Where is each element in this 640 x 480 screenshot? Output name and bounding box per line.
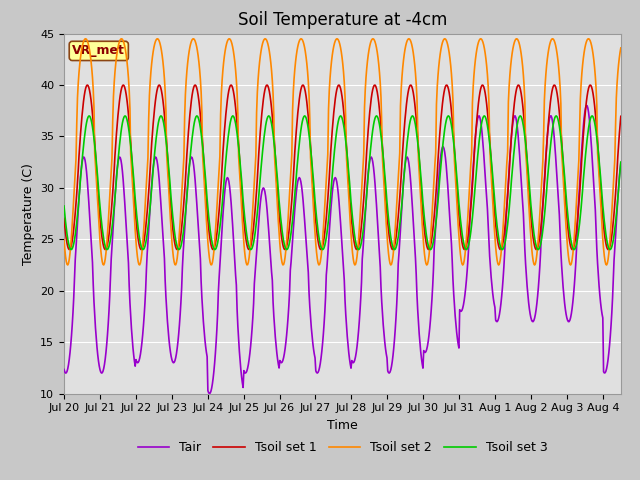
- Tsoil set 3: [408, 113, 416, 119]
- Tsoil set 2: [138, 250, 146, 255]
- Tair: [460, 298, 468, 303]
- Tair: [205, 391, 213, 396]
- Tair: [60, 367, 68, 372]
- Tsoil set 2: [63, 258, 70, 264]
- Tsoil set 2: [617, 45, 625, 51]
- Text: VR_met: VR_met: [72, 44, 125, 58]
- Tair: [138, 340, 146, 346]
- Line: Tsoil set 1: Tsoil set 1: [64, 85, 621, 250]
- Tsoil set 3: [617, 159, 625, 165]
- Y-axis label: Temperature (C): Temperature (C): [22, 163, 35, 264]
- Tsoil set 2: [495, 262, 502, 268]
- Tsoil set 1: [138, 246, 146, 252]
- Tsoil set 1: [320, 235, 328, 241]
- Tair: [63, 370, 70, 376]
- Tsoil set 3: [319, 247, 326, 252]
- Tair: [582, 103, 590, 108]
- Tsoil set 1: [617, 113, 625, 119]
- Tsoil set 3: [138, 246, 146, 252]
- Tsoil set 2: [298, 36, 305, 42]
- Tsoil set 2: [60, 237, 68, 242]
- Tsoil set 1: [300, 82, 307, 88]
- Tsoil set 2: [319, 238, 326, 244]
- Tsoil set 1: [60, 216, 68, 221]
- Tsoil set 3: [390, 247, 398, 252]
- Tsoil set 2: [473, 46, 481, 52]
- Tsoil set 1: [63, 236, 70, 241]
- Line: Tair: Tair: [64, 106, 621, 394]
- Tsoil set 3: [298, 123, 305, 129]
- Tair: [617, 160, 625, 166]
- Tsoil set 3: [475, 145, 483, 151]
- Line: Tsoil set 3: Tsoil set 3: [64, 116, 621, 250]
- Title: Soil Temperature at -4cm: Soil Temperature at -4cm: [237, 11, 447, 29]
- Line: Tsoil set 2: Tsoil set 2: [64, 39, 621, 265]
- Tair: [319, 332, 327, 338]
- Tsoil set 1: [461, 247, 468, 252]
- Legend: Tair, Tsoil set 1, Tsoil set 2, Tsoil set 3: Tair, Tsoil set 1, Tsoil set 2, Tsoil se…: [132, 436, 552, 459]
- Tsoil set 1: [156, 82, 163, 88]
- Tsoil set 2: [513, 36, 520, 42]
- Tsoil set 1: [173, 247, 181, 252]
- Tsoil set 2: [460, 261, 467, 267]
- Tsoil set 3: [60, 203, 68, 209]
- Tair: [298, 190, 306, 195]
- Tsoil set 1: [475, 100, 483, 106]
- Tair: [474, 116, 481, 121]
- X-axis label: Time: Time: [327, 419, 358, 432]
- Tsoil set 3: [461, 245, 468, 251]
- Tsoil set 3: [63, 225, 70, 231]
